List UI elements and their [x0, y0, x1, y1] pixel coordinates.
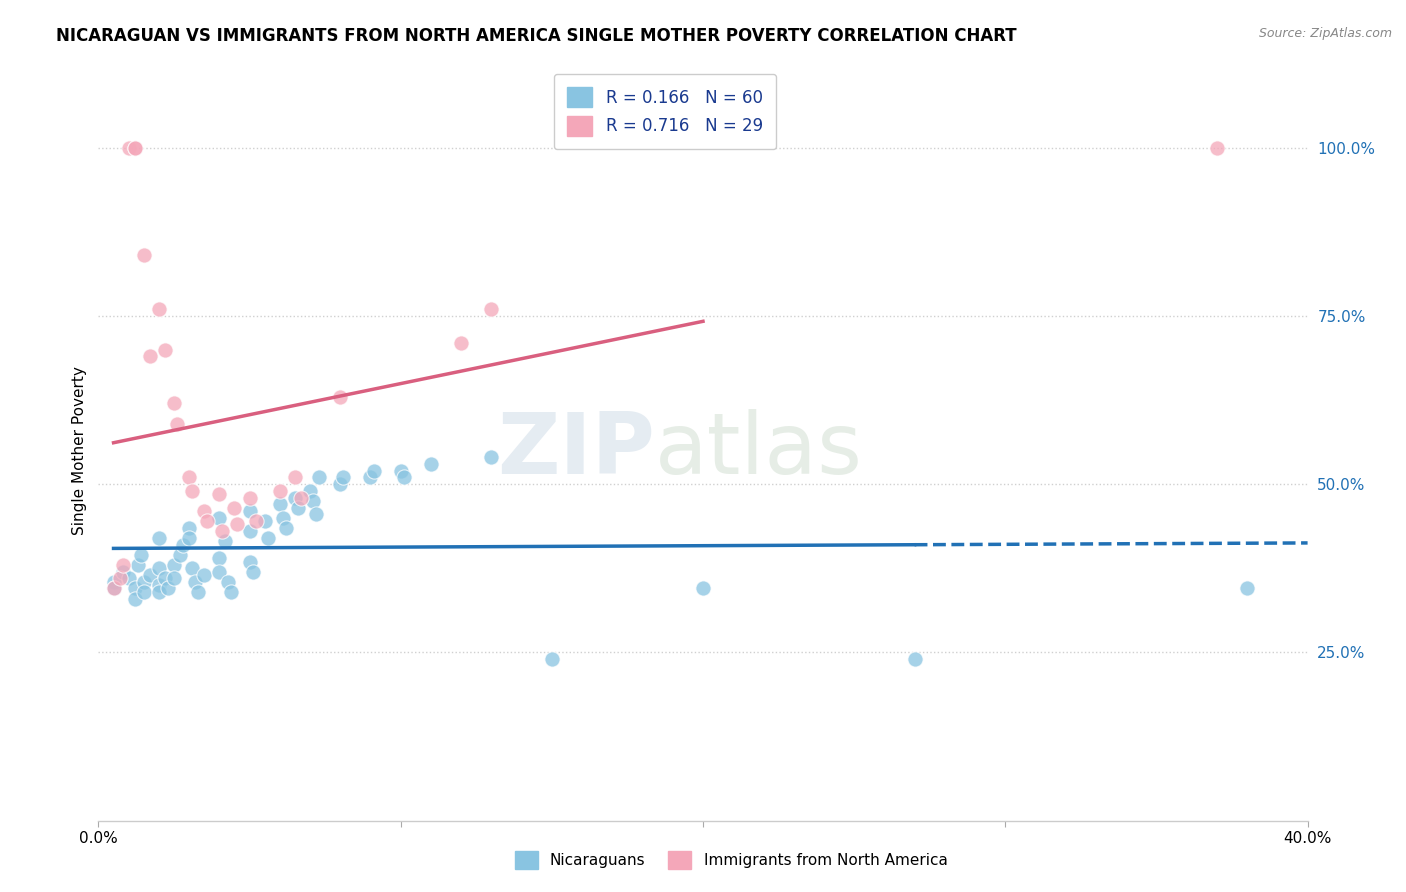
- Point: [163, 571, 186, 585]
- Point: [540, 652, 562, 666]
- Point: [299, 483, 322, 498]
- Point: [118, 571, 141, 585]
- Point: [124, 140, 146, 154]
- Point: [124, 591, 146, 606]
- Point: [284, 491, 307, 505]
- Point: [127, 558, 149, 572]
- Point: [450, 335, 472, 350]
- Point: [179, 521, 201, 535]
- Point: [124, 582, 146, 596]
- Point: [124, 140, 146, 154]
- Point: [111, 565, 134, 579]
- Point: [329, 390, 352, 404]
- Point: [208, 510, 231, 524]
- Point: [242, 565, 264, 579]
- Point: [139, 349, 162, 363]
- Point: [132, 248, 155, 262]
- Point: [181, 483, 204, 498]
- Point: [481, 450, 503, 465]
- Point: [274, 521, 297, 535]
- Point: [118, 140, 141, 154]
- Point: [481, 302, 503, 317]
- Point: [179, 470, 201, 484]
- Point: [239, 491, 262, 505]
- Point: [256, 531, 278, 545]
- Point: [132, 574, 155, 589]
- Point: [389, 464, 412, 478]
- Point: [224, 500, 246, 515]
- Point: [360, 470, 382, 484]
- Point: [214, 534, 236, 549]
- Point: [1206, 140, 1229, 154]
- Point: [108, 571, 131, 585]
- Point: [211, 524, 233, 539]
- Point: [253, 514, 276, 528]
- Point: [195, 514, 218, 528]
- Legend: R = 0.166   N = 60, R = 0.716   N = 29: R = 0.166 N = 60, R = 0.716 N = 29: [554, 74, 776, 150]
- Point: [239, 504, 262, 518]
- Legend: Nicaraguans, Immigrants from North America: Nicaraguans, Immigrants from North Ameri…: [509, 845, 953, 875]
- Text: ZIP: ZIP: [496, 409, 655, 492]
- Point: [187, 584, 209, 599]
- Point: [193, 504, 215, 518]
- Point: [139, 568, 162, 582]
- Point: [269, 483, 291, 498]
- Point: [284, 470, 307, 484]
- Point: [148, 531, 170, 545]
- Point: [420, 457, 443, 471]
- Point: [153, 343, 176, 357]
- Point: [169, 548, 191, 562]
- Point: [103, 582, 125, 596]
- Point: [305, 508, 328, 522]
- Point: [111, 558, 134, 572]
- Point: [193, 568, 215, 582]
- Point: [239, 524, 262, 539]
- Point: [239, 555, 262, 569]
- Point: [269, 497, 291, 511]
- Point: [156, 582, 179, 596]
- Point: [163, 396, 186, 410]
- Text: atlas: atlas: [655, 409, 863, 492]
- Y-axis label: Single Mother Poverty: Single Mother Poverty: [72, 366, 87, 535]
- Point: [163, 558, 186, 572]
- Point: [245, 514, 267, 528]
- Point: [148, 584, 170, 599]
- Point: [179, 531, 201, 545]
- Point: [363, 464, 385, 478]
- Point: [148, 578, 170, 592]
- Point: [329, 477, 352, 491]
- Point: [287, 500, 309, 515]
- Point: [221, 584, 243, 599]
- Point: [103, 582, 125, 596]
- Point: [148, 302, 170, 317]
- Point: [308, 470, 330, 484]
- Point: [208, 487, 231, 501]
- Point: [332, 470, 354, 484]
- Point: [217, 574, 239, 589]
- Point: [103, 574, 125, 589]
- Point: [226, 517, 249, 532]
- Text: Source: ZipAtlas.com: Source: ZipAtlas.com: [1258, 27, 1392, 40]
- Point: [129, 548, 152, 562]
- Point: [184, 574, 207, 589]
- Text: NICARAGUAN VS IMMIGRANTS FROM NORTH AMERICA SINGLE MOTHER POVERTY CORRELATION CH: NICARAGUAN VS IMMIGRANTS FROM NORTH AMER…: [56, 27, 1017, 45]
- Point: [302, 494, 325, 508]
- Point: [208, 565, 231, 579]
- Point: [692, 582, 714, 596]
- Point: [208, 551, 231, 566]
- Point: [290, 491, 312, 505]
- Point: [392, 470, 415, 484]
- Point: [172, 538, 194, 552]
- Point: [1236, 582, 1258, 596]
- Point: [181, 561, 204, 575]
- Point: [271, 510, 294, 524]
- Point: [148, 561, 170, 575]
- Point: [166, 417, 188, 431]
- Point: [153, 571, 176, 585]
- Point: [904, 652, 927, 666]
- Point: [132, 584, 155, 599]
